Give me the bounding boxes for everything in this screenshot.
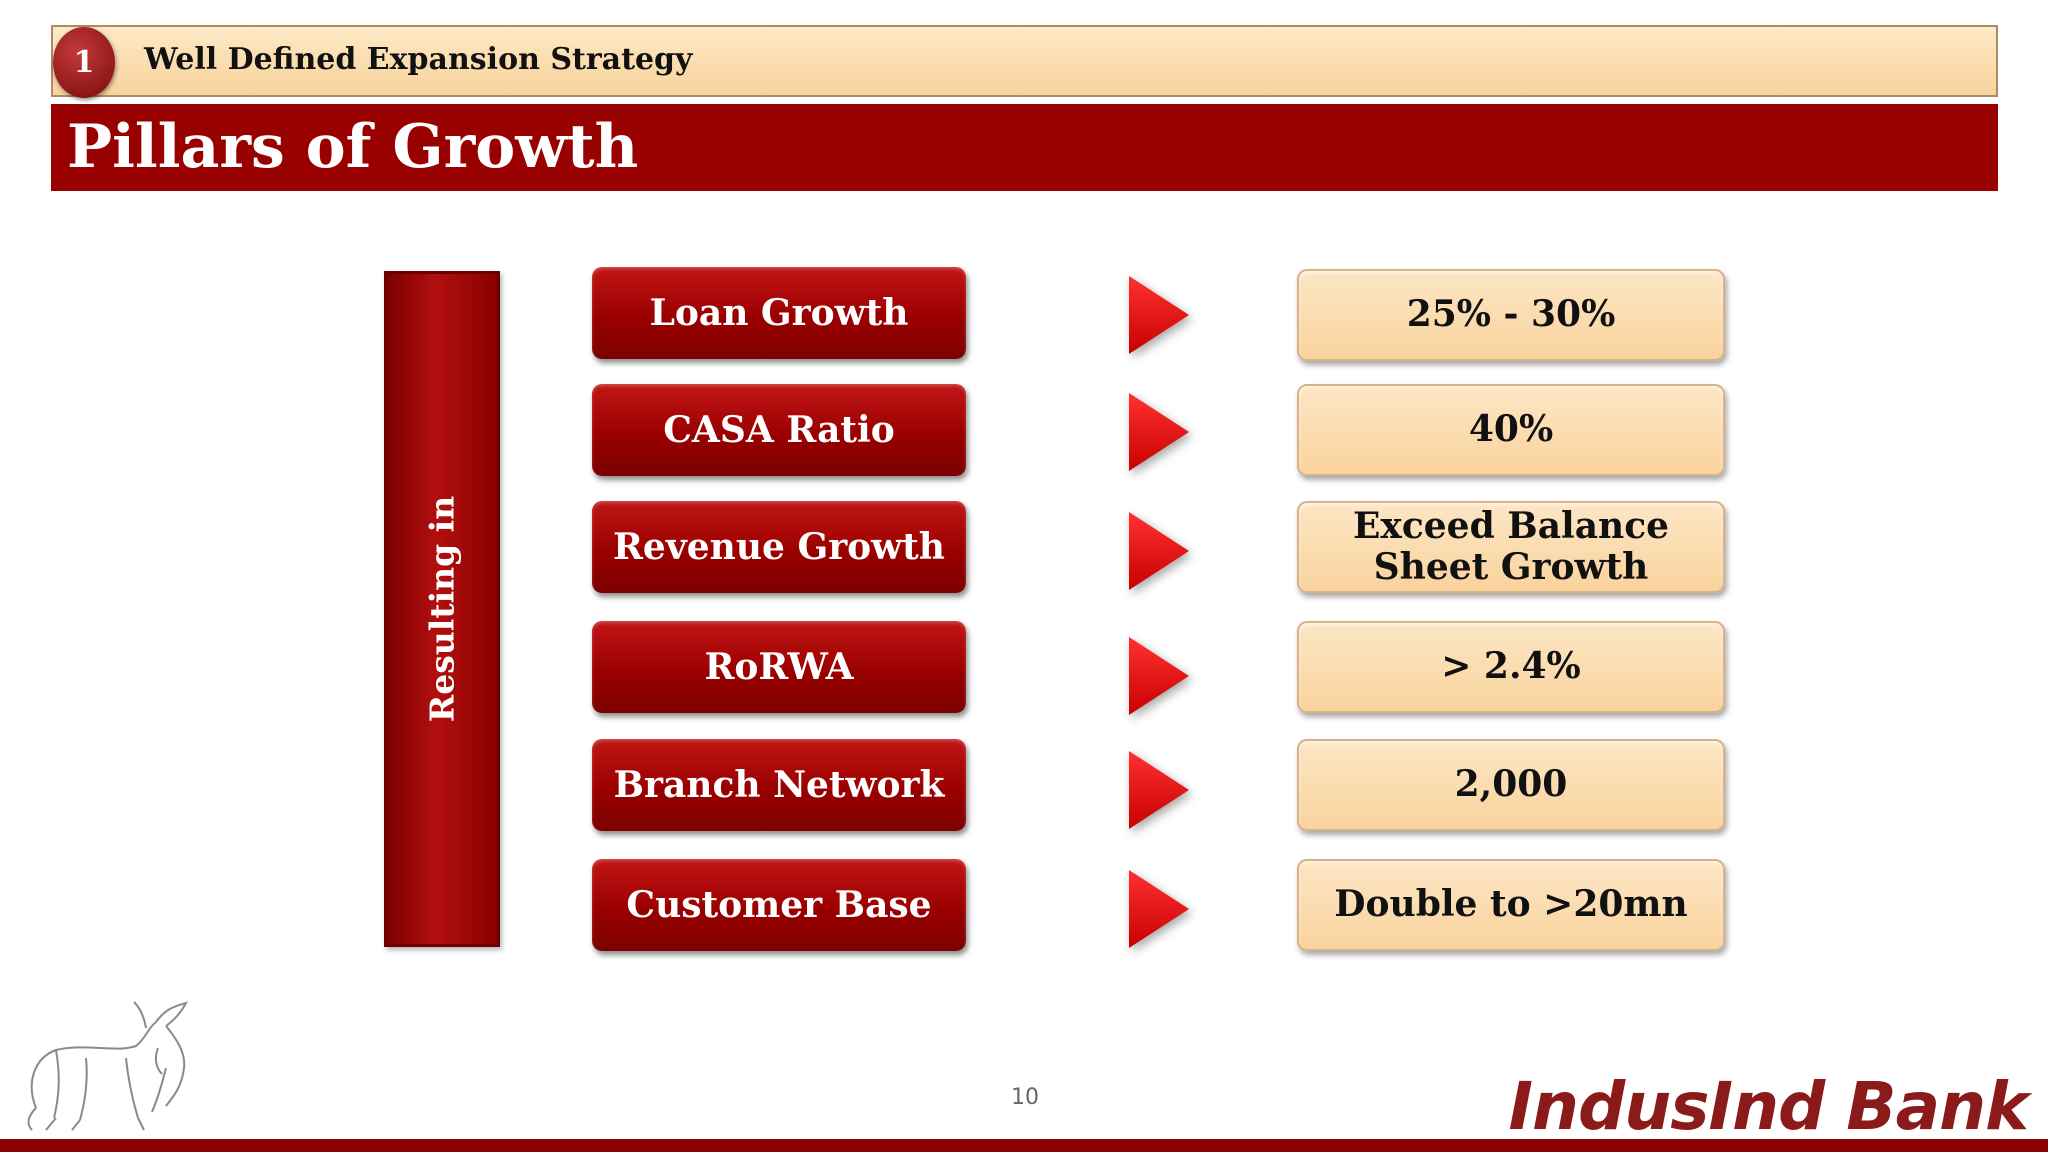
bull-logo-icon: [27, 1001, 189, 1131]
pillar-loan-growth: Loan Growth: [592, 267, 966, 359]
footer-rule: [0, 1139, 2048, 1152]
page-title-bar: [51, 104, 1998, 191]
pillar-rorwa: RoRWA: [592, 621, 966, 713]
play-arrow-icon: [1129, 637, 1189, 715]
play-arrow-icon: [1129, 276, 1189, 354]
target-branch-network: 2,000: [1297, 739, 1725, 831]
pillar-branch-network: Branch Network: [592, 739, 966, 831]
section-title: Well Defined Expansion Strategy: [144, 42, 693, 77]
brand-logo: IndusInd Bank: [1508, 1068, 2029, 1145]
target-revenue-growth: Exceed Balance Sheet Growth: [1297, 501, 1725, 593]
play-arrow-icon: [1129, 393, 1189, 471]
resulting-in-bar: [384, 271, 500, 947]
play-arrow-icon: [1129, 512, 1189, 590]
section-header-bar: [51, 25, 1998, 97]
target-casa-ratio: 40%: [1297, 384, 1725, 476]
pillar-customer-base: Customer Base: [592, 859, 966, 951]
pillar-revenue-growth: Revenue Growth: [592, 501, 966, 593]
resulting-in-label: Resulting in: [422, 495, 462, 723]
section-number-badge: 1: [53, 27, 115, 98]
play-arrow-icon: [1129, 870, 1189, 948]
pillar-casa-ratio: CASA Ratio: [592, 384, 966, 476]
target-loan-growth: 25% - 30%: [1297, 269, 1725, 361]
play-arrow-icon: [1129, 751, 1189, 829]
page-number: 10: [1011, 1085, 1039, 1110]
page-title: Pillars of Growth: [67, 112, 639, 182]
target-rorwa: > 2.4%: [1297, 621, 1725, 713]
target-customer-base: Double to >20mn: [1297, 859, 1725, 951]
